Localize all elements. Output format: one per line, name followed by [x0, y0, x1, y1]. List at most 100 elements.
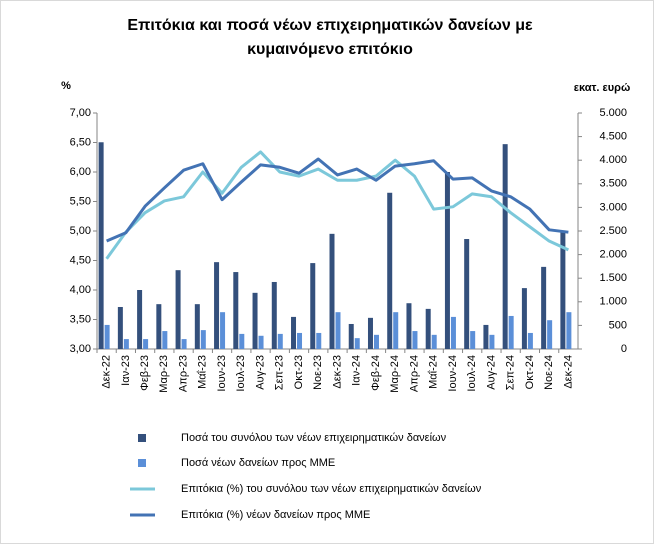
bar [367, 317, 373, 349]
bar [527, 332, 533, 349]
y2-tick-label: 500 [609, 319, 627, 331]
bar [354, 338, 360, 349]
bar [521, 288, 527, 349]
x-tick-label: Μαΐ-24 [428, 355, 440, 389]
x-tick-label: Δεκ-24 [562, 355, 574, 389]
x-tick-label: Ιαν-24 [351, 355, 363, 386]
x-tick-label: Απρ-24 [408, 355, 420, 392]
y-tick-label: 5,50 [70, 195, 91, 207]
y-tick-label: 7,00 [70, 107, 91, 119]
x-tick-label: Ιουν-24 [447, 355, 459, 392]
bar [502, 144, 508, 349]
x-tick-label: Φεβ-24 [370, 355, 382, 391]
x-tick-label: Μαρ-24 [389, 355, 401, 393]
y-tick-label: 6,50 [70, 136, 91, 148]
bar [547, 320, 553, 349]
y2-tick-label: 3.500 [599, 178, 627, 190]
line [106, 157, 569, 243]
bar [329, 233, 335, 349]
y-tick-label: 6,00 [70, 166, 91, 178]
legend-label: Ποσά νέων δανείων προς ΜΜΕ [181, 457, 335, 469]
y-tick-label: 5,00 [70, 225, 91, 237]
bar [412, 331, 418, 349]
bar [143, 339, 149, 349]
bar [387, 192, 393, 349]
y2-tick-label: 2.000 [599, 249, 627, 261]
x-tick-label: Απρ-23 [177, 355, 189, 392]
y2-tick-label: 1.500 [599, 272, 627, 284]
y2-tick-label: 2.500 [599, 225, 627, 237]
y-tick-label: 3,00 [70, 343, 91, 355]
bar [470, 331, 476, 349]
y-tick-label: 3,50 [70, 313, 91, 325]
legend-label: Επιτόκια (%) του συνόλου των νέων επιχει… [181, 483, 482, 495]
bar [508, 315, 514, 349]
x-tick-label: Νοε-24 [543, 355, 555, 390]
x-tick-label: Νοε-23 [312, 355, 324, 390]
bar [252, 292, 258, 349]
legend-label: Επιτόκια (%) νέων δανείων προς ΜΜΕ [181, 509, 370, 521]
bar [258, 335, 264, 349]
legend-swatch [138, 434, 146, 442]
bar [297, 332, 303, 349]
bar [220, 312, 226, 349]
x-tick-label: Ιουλ-23 [235, 355, 247, 392]
bar [431, 334, 437, 349]
x-tick-label: Σεπ-24 [505, 355, 517, 390]
x-tick-label: Μαρ-23 [158, 355, 170, 393]
x-tick-label: Μαΐ-23 [197, 355, 209, 389]
bar [175, 270, 181, 349]
bar [444, 172, 450, 349]
bar [489, 334, 495, 349]
bar [393, 312, 399, 349]
y-axis-label: % [61, 80, 71, 92]
bar [123, 339, 129, 349]
bar [98, 142, 104, 349]
bar [156, 304, 162, 349]
x-tick-label: Ιαν-23 [120, 355, 132, 386]
bar [291, 316, 297, 349]
bar [310, 263, 316, 349]
bar [483, 324, 489, 349]
x-tick-label: Αυγ-24 [485, 355, 497, 390]
x-tick-label: Δεκ-23 [331, 355, 343, 389]
y2-tick-label: 0 [621, 343, 627, 355]
bar [117, 306, 123, 349]
line [105, 150, 570, 260]
bar [277, 333, 283, 349]
bar [464, 239, 470, 349]
x-tick-label: Οκτ-24 [524, 355, 536, 389]
bar [425, 308, 431, 349]
bar [104, 324, 110, 349]
bar [137, 290, 143, 349]
bar [239, 333, 245, 349]
y2-axis-label: εκατ. ευρώ [574, 82, 631, 94]
x-tick-label: Δεκ-22 [101, 355, 113, 389]
y2-tick-label: 5.000 [599, 107, 627, 119]
bar [566, 312, 572, 349]
chart-title: Επιτόκια και ποσά νέων επιχειρηματικών δ… [127, 17, 533, 58]
bar [316, 332, 322, 349]
bar [194, 304, 200, 349]
x-tick-label: Αυγ-23 [254, 355, 266, 390]
legend-swatch [138, 459, 146, 467]
bar [335, 312, 341, 349]
bar [541, 266, 547, 349]
y2-tick-label: 4.500 [599, 131, 627, 143]
bar [373, 334, 379, 349]
bar [162, 331, 168, 349]
y-tick-label: 4,50 [70, 254, 91, 266]
bar [181, 339, 187, 349]
bar [560, 231, 566, 349]
bar [200, 330, 206, 349]
y-tick-label: 4,00 [70, 284, 91, 296]
y2-tick-label: 4.000 [599, 154, 627, 166]
legend-label: Ποσά του συνόλου των νέων επιχειρηματικώ… [181, 432, 447, 444]
bar [348, 323, 354, 349]
bar [406, 303, 412, 349]
y2-tick-label: 1.000 [599, 296, 627, 308]
x-tick-label: Φεβ-23 [139, 355, 151, 391]
x-tick-label: Ιουλ-24 [466, 355, 478, 392]
